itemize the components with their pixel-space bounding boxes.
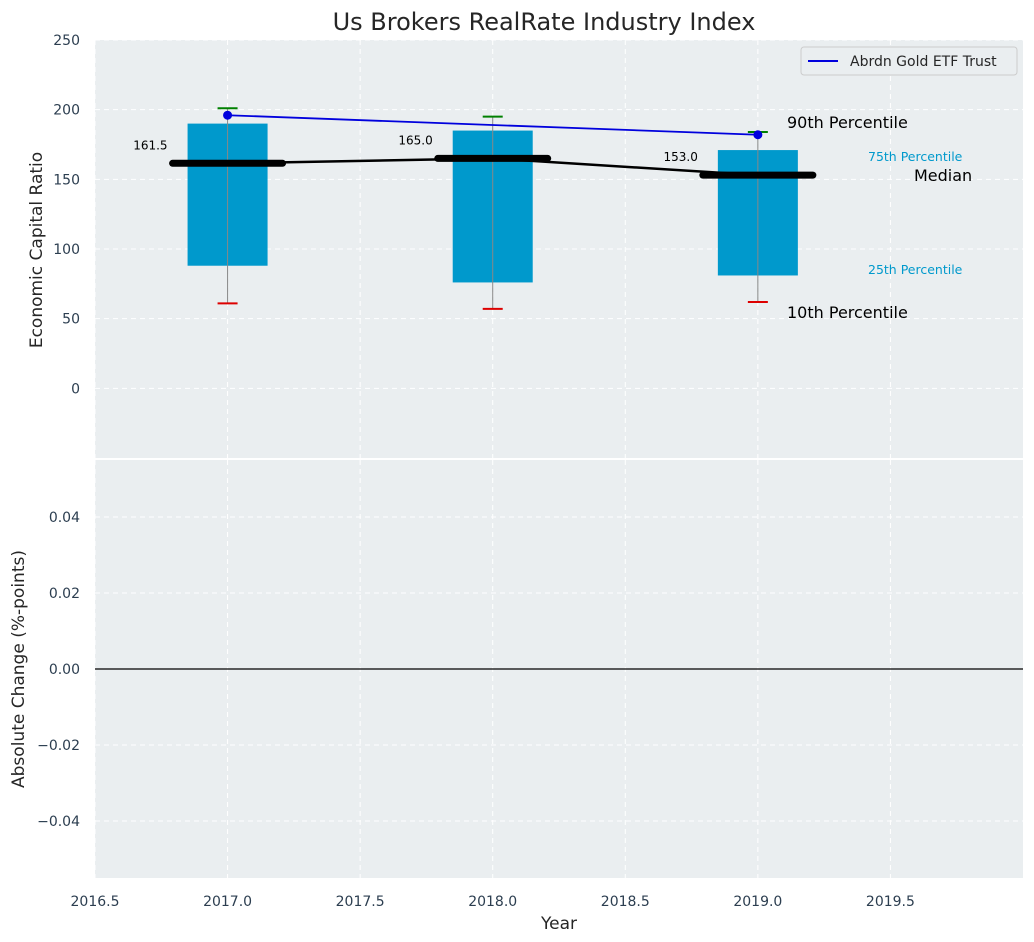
x-axis-label: Year	[540, 914, 577, 934]
x-tick-label: 2018.0	[468, 894, 517, 910]
legend-company-label: Abrdn Gold ETF Trust	[850, 54, 997, 70]
legend-box	[800, 46, 1018, 76]
y-tick-label: 0.00	[49, 662, 80, 678]
y-tick-label: 0.04	[49, 510, 80, 526]
annotation-p90: 90th Percentile	[787, 113, 908, 132]
annotation-p10: 10th Percentile	[787, 303, 908, 322]
top-y-axis-label: Economic Capital Ratio	[27, 152, 47, 348]
median-line	[227, 157, 758, 177]
x-tick-label: 2017.5	[336, 894, 385, 910]
annotation-median: Median	[914, 166, 972, 185]
y-tick-label: 250	[53, 33, 80, 49]
annotation-p75: 75th Percentile	[868, 149, 963, 164]
chart-title: Us Brokers RealRate Industry Index	[333, 8, 756, 36]
company-point	[223, 110, 233, 120]
median-data-label: 153.0	[663, 150, 697, 164]
annotation-p25: 25th Percentile	[868, 262, 963, 277]
y-tick-label: 0.02	[49, 586, 80, 602]
legend: Abrdn Gold ETF Trust	[800, 46, 1018, 76]
y-tick-label: 0	[71, 381, 80, 397]
ticks: 2016.5 2017.0 2017.5 2018.0 2018.5 2019.0 2019…	[37, 33, 915, 910]
y-tick-label: −0.04	[37, 814, 80, 830]
x-tick-label: 2019.0	[733, 894, 782, 910]
y-tick-label: −0.02	[37, 738, 80, 754]
x-tick-label: 2018.5	[601, 894, 650, 910]
x-tick-label: 2019.5	[866, 894, 915, 910]
median-data-label: 161.5	[133, 138, 167, 152]
marks-top: 161.5 165.0 153.0	[133, 107, 817, 310]
y-tick-label: 150	[53, 172, 80, 188]
y-tick-label: 50	[62, 312, 80, 328]
y-tick-label: 100	[53, 242, 80, 258]
x-tick-label: 2017.0	[203, 894, 252, 910]
x-tick-label: 2016.5	[71, 894, 120, 910]
y-tick-label: 200	[53, 103, 80, 119]
median-data-label: 165.0	[398, 133, 432, 147]
bottom-y-axis-label: Absolute Change (%-points)	[9, 550, 29, 788]
company-line	[227, 114, 758, 136]
company-point	[753, 130, 763, 140]
